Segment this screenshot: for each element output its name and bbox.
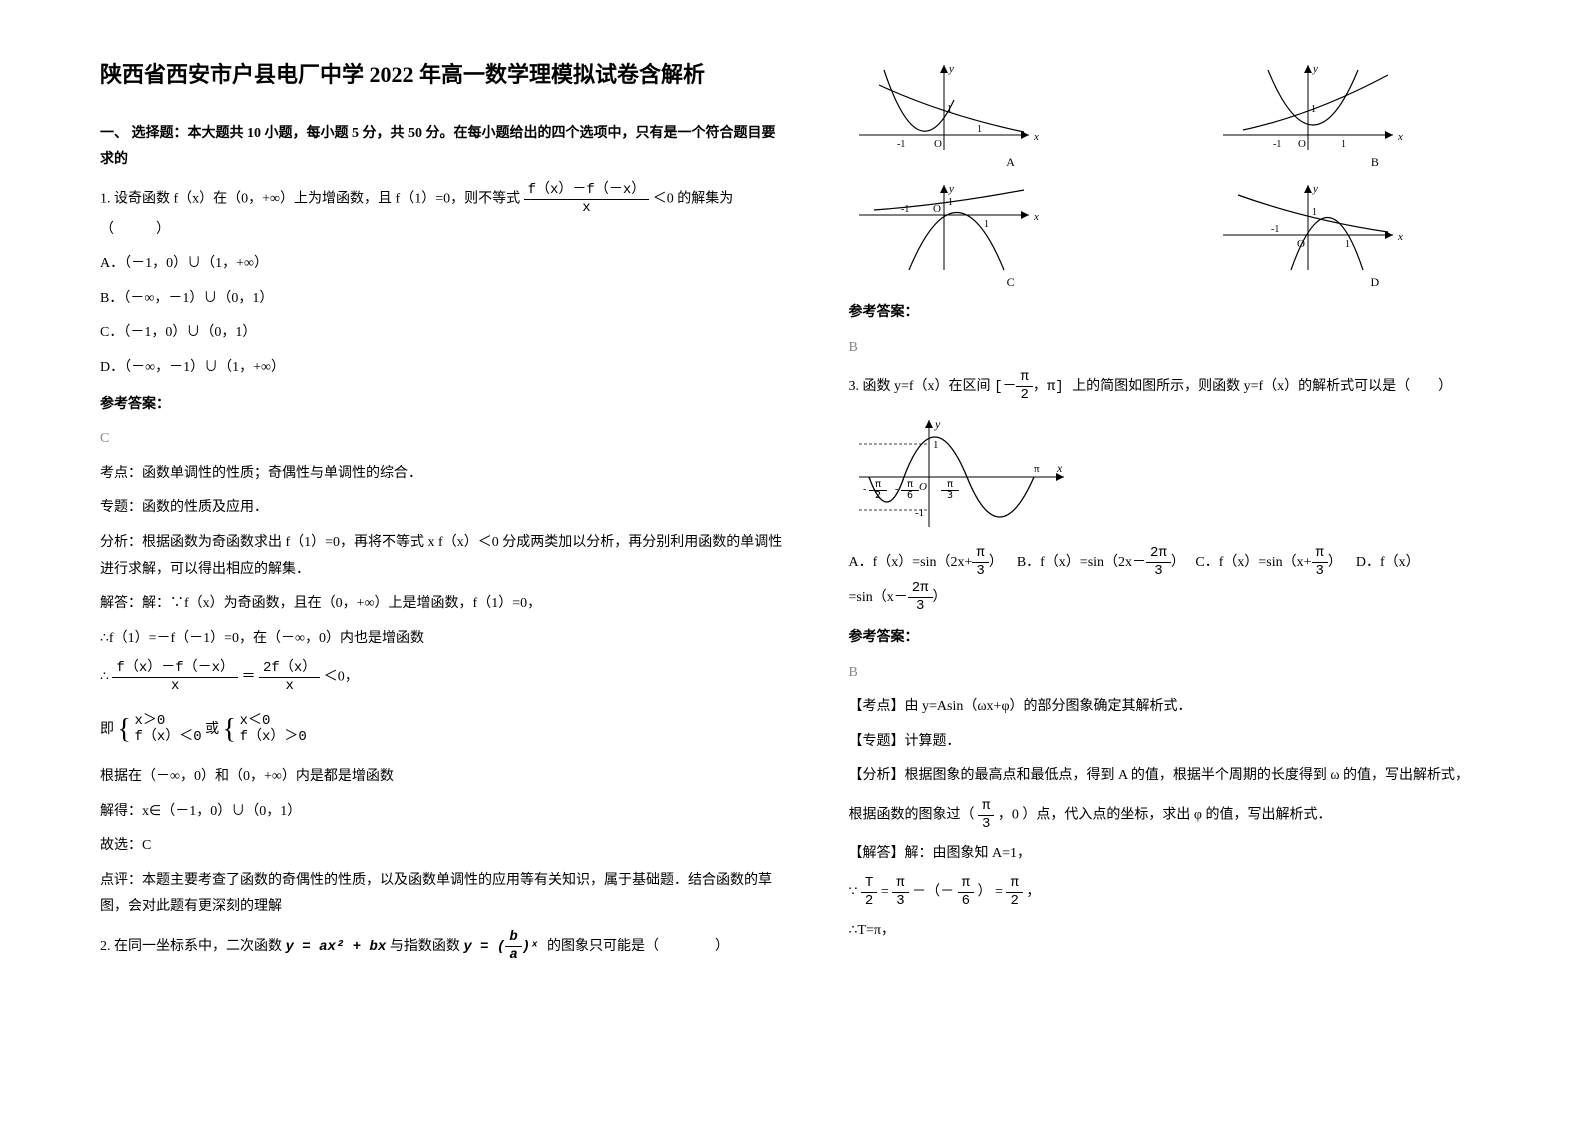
svg-text:1: 1 [1341,139,1346,150]
graph-c: x y O -1 1 1 C [849,180,1173,290]
q1-kaodian: 考点：函数单调性的性质；奇偶性与单调性的综合． [100,461,789,488]
q1-frac-line: ∴ f（x）－f（－x） x ＝ 2f（x） x ＜0， [100,660,789,695]
q1-solve-5: 故选：C [100,833,789,860]
q1-solve-4: 解得：x∈（－1，0）∪（0，1） [100,799,789,826]
q3-kaodian: 【考点】由 y=Asin（ωx+φ）的部分图象确定其解析式． [849,694,1538,721]
q3-analysis: 【分析】根据图象的最高点和最低点，得到 A 的值，根据半个周期的长度得到 ω 的… [849,763,1538,790]
graph-b: x y O -1 1 1 B [1213,60,1537,170]
svg-text:y: y [948,63,954,75]
svg-text:x: x [1397,131,1403,143]
svg-text:x: x [1397,231,1403,243]
q1-fraction: f（x）－f（－x） x [524,182,650,217]
q1-stem: 1. 设奇函数 f（x）在（0，+∞）上为增函数，且 f（1）=0，则不等式 f… [100,182,789,243]
svg-text:-: - [895,484,898,495]
svg-text:1: 1 [933,439,939,451]
answer-label: 参考答案： [849,625,1538,652]
q1-option-d: D．（－∞，－1）∪（1，+∞） [100,355,789,382]
q1-answer: C [100,426,789,453]
answer-label: 参考答案： [849,300,1538,327]
svg-text:O: O [919,481,927,493]
svg-text:x: x [1033,131,1039,143]
graph-b-label: B [1213,155,1537,170]
q3-options: A．f（x）=sin（2x+π3） B．f（x）=sin（2x－2π3） C．f… [849,545,1538,615]
q1-cases: 即 { x＞0 f（x）＜0 或 { x＜0 f（x）＞0 [100,703,789,756]
svg-text:x: x [1056,461,1063,475]
svg-text:π: π [1034,463,1040,475]
q1-text-a: 1. 设奇函数 f（x）在（0，+∞）上为增函数，且 f（1）=0，则不等式 [100,192,520,207]
graph-c-label: C [849,275,1173,290]
q1-topic: 专题：函数的性质及应用． [100,495,789,522]
q3-T-line: ∵ T2 = π3 －（－ π6 ） = π2 ， [849,875,1538,910]
graph-a-label: A [849,155,1173,170]
graph-a: x y O -1 1 1 A [849,60,1173,170]
q1-comment: 点评：本题主要考查了函数的奇偶性的性质，以及函数单调性的应用等有关知识，属于基础… [100,868,789,921]
right-column: x y O -1 1 1 A [849,60,1538,972]
svg-text:y: y [934,417,941,431]
svg-text:-1: -1 [1273,139,1281,150]
exam-title: 陕西省西安市户县电厂中学 2022 年高一数学理模拟试卷含解析 [100,60,789,91]
q3-solve-3: ∴T=π， [849,918,1538,945]
q1-solve-1: 解答：解：∵f（x）为奇函数，且在（0，+∞）上是增函数，f（1）=0， [100,591,789,618]
q2-stem: 2. 在同一坐标系中，二次函数 y = ax² + bx 与指数函数 y = (… [100,929,789,964]
q3-topic: 【专题】计算题． [849,729,1538,756]
q3-stem: 3. 函数 y=f（x）在区间 [－π2，π] 上的简图如图所示，则函数 y=f… [849,369,1538,404]
svg-text:y: y [948,183,954,195]
q1-option-c: C．（－1，0）∪（0，1） [100,320,789,347]
svg-text:1: 1 [1345,239,1350,250]
q1-frac2: f（x）－f（－x） x [112,660,238,695]
svg-text:y: y [1312,183,1318,195]
q3-solve-1: 【解答】解：由图象知 A=1， [849,841,1538,868]
svg-text:1: 1 [984,219,989,230]
q2-answer: B [849,335,1538,362]
brace-icon: { [223,703,236,756]
svg-text:O: O [1298,138,1306,150]
graph-d: x y O -1 1 1 D [1213,180,1537,290]
q2-graphs-grid: x y O -1 1 1 A [849,60,1538,290]
q1-frac3: 2f（x） x [259,660,320,695]
svg-text:-1: -1 [915,507,924,519]
q1-solve-3: 根据在（－∞，0）和（0，+∞）内是都是增函数 [100,764,789,791]
q3-graph: y x O 1 -1 - π2 - π6 π3 π [849,412,1538,537]
q2-exp-fn: y = (ba)ˣ [463,939,547,955]
brace-icon: { [118,703,131,756]
svg-text:1: 1 [977,124,982,135]
q1-solve-2: ∴f（1）=－f（－1）=0，在（－∞，0）内也是增函数 [100,626,789,653]
svg-text:x: x [1033,211,1039,223]
q1-option-b: B．（－∞，－1）∪（0，1） [100,286,789,313]
svg-text:y: y [1312,63,1318,75]
svg-text:-1: -1 [901,204,909,215]
q3-pass: 根据函数的图象过（ π3 ，0 ）点，代入点的坐标，求出 φ 的值，写出解析式． [849,798,1538,833]
svg-text:-1: -1 [897,139,905,150]
svg-text:1: 1 [1311,104,1316,115]
svg-text:O: O [933,203,941,215]
q2-quad-fn: y = ax² + bx [286,939,387,955]
q1-analysis: 分析：根据函数为奇函数求出 f（1）=0，再将不等式 x f（x）＜0 分成两类… [100,530,789,583]
answer-label: 参考答案： [100,392,789,419]
graph-d-label: D [1213,275,1537,290]
svg-text:O: O [934,138,942,150]
svg-text:1: 1 [1312,207,1317,218]
q3-answer: B [849,660,1538,687]
svg-text:1: 1 [948,197,953,208]
section-1-heading: 一、 选择题：本大题共 10 小题，每小题 5 分，共 50 分。在每小题给出的… [100,121,789,174]
q1-option-a: A．（－1，0）∪（1，+∞） [100,251,789,278]
svg-text:-1: -1 [1271,224,1279,235]
svg-text:1: 1 [947,104,952,115]
svg-text:-: - [863,484,866,495]
left-column: 陕西省西安市户县电厂中学 2022 年高一数学理模拟试卷含解析 一、 选择题：本… [100,60,789,972]
